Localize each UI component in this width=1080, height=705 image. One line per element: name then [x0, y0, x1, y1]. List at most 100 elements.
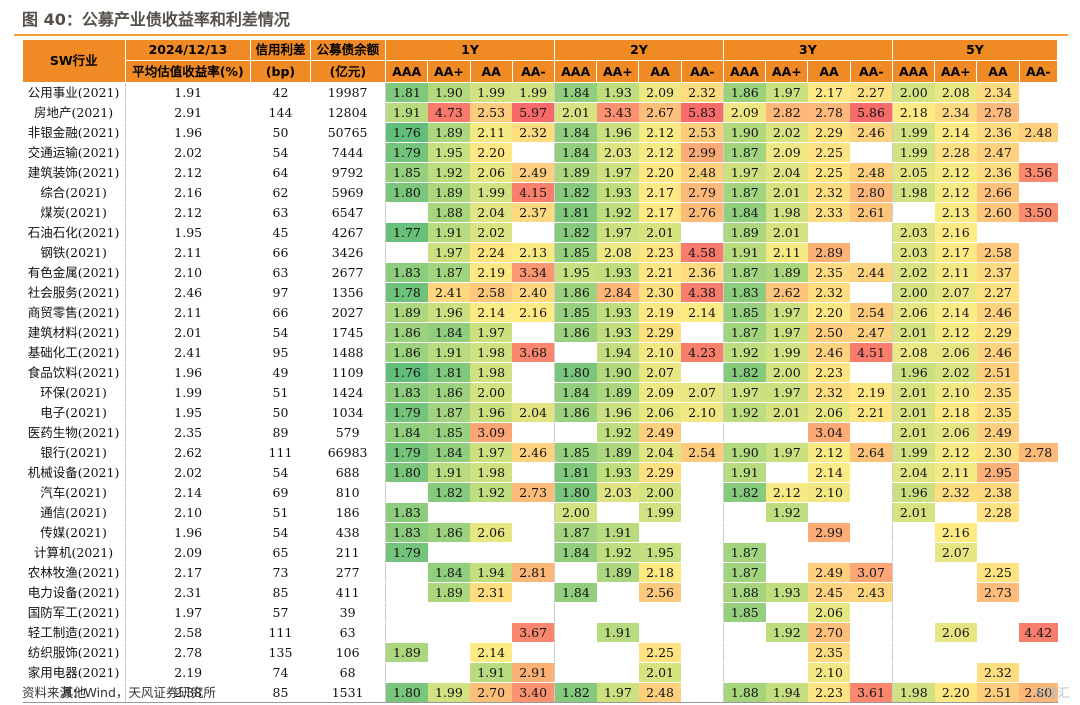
yield-cell: 2.32 — [807, 382, 851, 403]
yield-cell: 2.03 — [596, 142, 639, 163]
balance-cell: 7444 — [310, 142, 386, 163]
yield-cell: 2.76 — [681, 202, 724, 223]
yield-cell: 1.92 — [596, 542, 639, 563]
yield-cell: 1.82 — [554, 182, 597, 203]
yield-cell — [891, 622, 935, 643]
header-date: 2024/12/13 — [124, 39, 252, 61]
avg-yield-cell: 2.12 — [125, 202, 251, 223]
yield-cell: 2.37 — [976, 262, 1020, 283]
industry-cell: 银行(2021) — [22, 442, 126, 463]
yield-cell: 1.91 — [427, 342, 471, 363]
yield-cell: 1.80 — [385, 182, 428, 203]
yield-cell: 1.88 — [722, 682, 766, 703]
yield-cell — [638, 602, 682, 623]
industry-cell: 食品饮料(2021) — [22, 362, 126, 383]
industry-cell: 通信(2021) — [22, 502, 126, 523]
yield-cell: 2.12 — [934, 162, 977, 183]
yield-cell: 1.76 — [385, 362, 428, 383]
balance-cell: 50765 — [310, 122, 386, 143]
industry-cell: 公用事业(2021) — [22, 82, 126, 103]
yield-cell: 2.08 — [934, 82, 977, 103]
credit-spread-cell: 45 — [250, 222, 311, 243]
yield-cell — [554, 642, 597, 663]
yield-cell — [765, 462, 808, 483]
yield-cell — [385, 242, 428, 263]
industry-cell: 轻工制造(2021) — [22, 622, 126, 643]
industry-cell: 纺织服饰(2021) — [22, 642, 126, 663]
yield-cell: 1.92 — [722, 402, 766, 423]
yield-cell — [681, 222, 724, 243]
yield-cell — [1019, 662, 1058, 683]
yield-cell: 1.92 — [765, 622, 808, 643]
yield-cell: 1.81 — [427, 362, 471, 383]
yield-cell: 2.05 — [891, 162, 935, 183]
yield-cell: 1.97 — [765, 82, 808, 103]
yield-cell — [554, 422, 597, 443]
avg-yield-cell: 2.10 — [125, 262, 251, 283]
yield-cell: 2.11 — [765, 242, 808, 263]
header-avg-yield: 平均估值收益率(%) — [124, 60, 252, 83]
yield-cell: 1.93 — [765, 582, 808, 603]
yield-cell: 2.06 — [807, 602, 851, 623]
yield-cell: 2.09 — [638, 82, 682, 103]
yield-cell — [722, 522, 766, 543]
yield-cell: 1.85 — [554, 442, 597, 463]
yield-cell — [512, 422, 555, 443]
credit-spread-cell: 64 — [250, 162, 311, 183]
yield-cell: 2.06 — [807, 402, 851, 423]
yield-cell — [512, 542, 555, 563]
yield-cell — [722, 422, 766, 443]
yield-cell: 2.10 — [807, 482, 851, 503]
yield-cell: 1.85 — [722, 602, 766, 623]
yield-cell — [891, 202, 935, 223]
table-row: 轻工制造(2021) 2.58 111 63 3.67 1.91 1.92 2.70 2.06 4… — [22, 622, 1058, 643]
yield-cell — [596, 502, 639, 523]
industry-cell: 基础化工(2021) — [22, 342, 126, 363]
industry-cell: 建筑材料(2021) — [22, 322, 126, 343]
yield-cell — [891, 602, 935, 623]
yield-cell — [554, 662, 597, 683]
yield-cell: 2.25 — [807, 142, 851, 163]
avg-yield-cell: 2.16 — [125, 182, 251, 203]
yield-cell: 2.41 — [427, 282, 471, 303]
header-rating-5y-3: AA- — [1018, 60, 1059, 83]
yield-cell: 2.89 — [807, 242, 851, 263]
yield-cell: 2.12 — [638, 122, 682, 143]
credit-spread-cell: 57 — [250, 602, 311, 623]
yield-cell: 1.95 — [427, 142, 471, 163]
avg-yield-cell: 2.19 — [125, 662, 251, 683]
yield-cell: 2.16 — [934, 522, 977, 543]
yield-cell: 1.79 — [385, 142, 428, 163]
credit-spread-cell: 63 — [250, 202, 311, 223]
yield-cell — [1019, 222, 1058, 243]
yield-cell: 1.89 — [765, 262, 808, 283]
yield-cell: 2.27 — [976, 282, 1020, 303]
yield-cell: 2.80 — [1019, 682, 1058, 703]
yield-cell: 1.99 — [891, 142, 935, 163]
yield-cell: 1.84 — [554, 382, 597, 403]
avg-yield-cell: 1.95 — [125, 402, 251, 423]
yield-cell: 2.58 — [976, 242, 1020, 263]
header-rating-2y-3: AA- — [680, 60, 724, 83]
balance-cell: 1531 — [310, 682, 386, 703]
header-rating-3y-1: AA+ — [765, 60, 809, 83]
yield-cell: 2.38 — [976, 482, 1020, 503]
yield-cell: 1.97 — [470, 442, 513, 463]
yield-cell: 1.85 — [722, 302, 766, 323]
yield-cell: 2.30 — [638, 282, 682, 303]
credit-spread-cell: 54 — [250, 462, 311, 483]
balance-cell: 68 — [310, 662, 386, 683]
yield-cell: 1.89 — [385, 302, 428, 323]
yield-cell: 1.79 — [385, 542, 428, 563]
credit-spread-cell: 85 — [250, 582, 311, 603]
yield-cell: 2.00 — [554, 502, 597, 523]
yield-cell: 1.81 — [554, 202, 597, 223]
balance-cell: 810 — [310, 482, 386, 503]
credit-spread-cell: 89 — [250, 422, 311, 443]
yield-cell: 4.42 — [1019, 622, 1058, 643]
yield-cell — [976, 602, 1020, 623]
yield-cell: 2.01 — [638, 222, 682, 243]
yield-cell: 1.84 — [554, 542, 597, 563]
yield-cell — [596, 602, 639, 623]
yield-cell: 1.89 — [427, 582, 471, 603]
